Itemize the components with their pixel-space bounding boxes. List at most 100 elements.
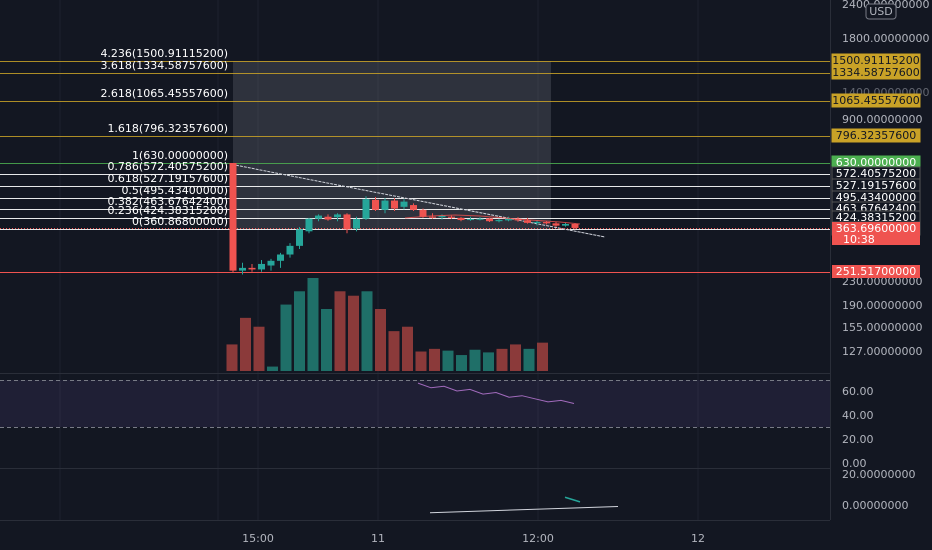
currency-button[interactable]: USD (865, 3, 897, 20)
candle-body (286, 245, 294, 255)
candle[interactable] (324, 214, 332, 221)
candle-body (248, 267, 256, 270)
candle[interactable] (296, 226, 303, 250)
candle[interactable] (305, 217, 313, 234)
candle[interactable] (258, 260, 265, 272)
candle-body (343, 214, 351, 230)
candle[interactable] (571, 223, 579, 230)
candle-body (486, 218, 493, 222)
candle[interactable] (562, 222, 569, 227)
candle[interactable] (334, 213, 341, 222)
moving-average-line (404, 214, 581, 225)
last-price-value: 363.69600000 (836, 222, 916, 235)
price-axis[interactable] (830, 0, 932, 520)
rsi-axis-label: 20.00 (842, 433, 874, 446)
candle[interactable] (353, 216, 360, 232)
candle-body (457, 217, 465, 221)
candle[interactable] (315, 214, 322, 222)
volume-bar (442, 350, 454, 371)
candle-body (305, 218, 313, 232)
fib-level-label: 0(360.86800000) (132, 215, 228, 228)
candle[interactable] (362, 196, 370, 221)
candle[interactable] (248, 263, 256, 272)
fib-levels[interactable]: 4.236(1500.91115200)3.618(1334.58757600)… (0, 47, 830, 230)
volume-bar (253, 326, 265, 371)
fib-price-tag-text: 796.32357600 (836, 129, 916, 142)
osc-axis-label: 0.00000000 (842, 499, 908, 512)
fib-price-tag-text: 424.38315200 (836, 211, 916, 224)
rsi-axis-label: 60.00 (842, 385, 874, 398)
price-axis-label: 190.00000000 (842, 299, 922, 312)
volume-bar (375, 309, 386, 371)
candle-body (448, 216, 455, 218)
time-axis-label: 11 (371, 532, 385, 545)
fib-level-label: 1.618(796.32357600) (107, 122, 228, 135)
volume-bar (280, 304, 292, 371)
price-axis-label: 127.00000000 (842, 345, 922, 358)
candle-body (324, 216, 332, 220)
candle[interactable] (400, 199, 408, 210)
rsi-pane[interactable] (0, 375, 830, 467)
candle-body (505, 218, 512, 221)
candle[interactable] (467, 216, 474, 221)
candle-body (524, 220, 531, 223)
candle[interactable] (486, 217, 493, 223)
volume-bar (496, 348, 508, 371)
candle-body (419, 209, 427, 217)
time-axis-labels: 15:00 11 12:00 12 (242, 532, 705, 545)
candle[interactable] (543, 221, 550, 225)
volume-bar (402, 326, 413, 371)
volume-bar (483, 352, 494, 371)
candle-body (362, 199, 370, 219)
candle[interactable] (533, 220, 541, 226)
candles[interactable] (229, 163, 579, 275)
candle[interactable] (229, 163, 237, 273)
price-axis-label: 155.00000000 (842, 321, 922, 334)
candle-body (296, 229, 303, 246)
candle[interactable] (410, 203, 417, 211)
candle[interactable] (343, 213, 351, 234)
candle[interactable] (552, 222, 560, 227)
candle[interactable] (495, 218, 503, 223)
fib-level-label: 3.618(1334.58757600) (100, 59, 228, 72)
fib-price-tag (831, 128, 921, 143)
fib-level-label: 0.618(527.19157600) (107, 172, 228, 185)
candle[interactable] (372, 197, 379, 211)
candle[interactable] (448, 215, 455, 220)
fib-level-label: 0.382(463.67642400) (107, 195, 228, 208)
candle[interactable] (277, 252, 284, 268)
candle[interactable] (524, 217, 531, 224)
osc-pane[interactable] (0, 470, 830, 520)
time-axis-label: 12:00 (522, 532, 554, 545)
volume-bar (388, 331, 400, 371)
fib-price-tag-text: 630.00000000 (836, 156, 916, 169)
candle[interactable] (476, 217, 484, 221)
candle[interactable] (505, 216, 512, 222)
candle[interactable] (391, 198, 398, 211)
osc-axis-labels: 20.00000000 0.00000000 (842, 468, 915, 512)
candle-body (543, 222, 550, 224)
volume-bar (415, 351, 427, 371)
candle-body (391, 200, 398, 209)
fib-price-tag-text: 1500.91115200 (832, 54, 919, 67)
time-axis-label: 15:00 (242, 532, 274, 545)
rsi-axis-label: 40.00 (842, 409, 874, 422)
candle-body (562, 223, 569, 226)
candle[interactable] (286, 243, 294, 258)
candle-body (476, 218, 484, 220)
candle-body (277, 254, 284, 261)
candle-body (267, 260, 275, 266)
candle-body (239, 267, 246, 271)
candle[interactable] (457, 217, 465, 222)
candle-body (495, 220, 503, 222)
candle[interactable] (381, 198, 389, 214)
grid-vertical (59, 0, 699, 520)
time-axis[interactable] (0, 520, 830, 550)
candle-body (438, 215, 446, 218)
candle[interactable] (239, 262, 246, 275)
candle[interactable] (267, 258, 275, 271)
volume-bar (294, 291, 305, 371)
candle-body (334, 214, 341, 218)
